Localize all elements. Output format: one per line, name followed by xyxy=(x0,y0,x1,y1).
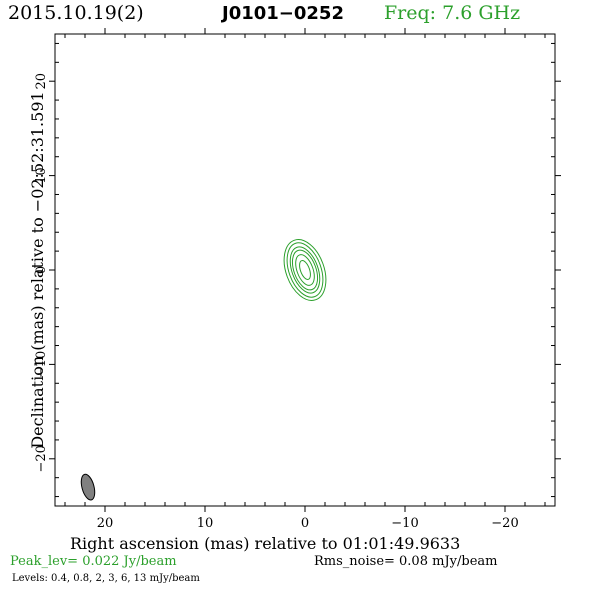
y-tick-label: 0 xyxy=(34,266,49,274)
y-tick-label: 20 xyxy=(34,73,49,90)
frequency-label: Freq: 7.6 GHz xyxy=(384,2,521,24)
rms-noise: Rms_noise= 0.08 mJy/beam xyxy=(314,554,498,569)
x-tick-label: 0 xyxy=(301,516,309,531)
beam-ellipse xyxy=(80,473,96,501)
source-name: J0101−0252 xyxy=(222,3,344,24)
x-tick-label: −20 xyxy=(491,516,518,531)
x-axis-label: Right ascension (mas) relative to 01:01:… xyxy=(70,534,461,553)
observation-date: 2015.10.19(2) xyxy=(8,2,144,24)
contour-line xyxy=(295,254,315,286)
x-tick-label: −10 xyxy=(391,516,418,531)
y-tick-label: 10 xyxy=(34,167,49,184)
x-tick-label: 10 xyxy=(197,516,214,531)
x-tick-label: 20 xyxy=(97,516,114,531)
y-axis-label: Declination (mas) relative to −02:52:31.… xyxy=(28,91,47,448)
contour-levels: Levels: 0.4, 0.8, 2, 3, 6, 13 mJy/beam xyxy=(12,573,200,584)
y-tick-label: −10 xyxy=(34,351,49,378)
y-tick-label: −20 xyxy=(34,445,49,472)
contour-line xyxy=(286,242,324,298)
contour-line xyxy=(299,260,311,280)
contour-line xyxy=(283,239,327,301)
plot-frame xyxy=(54,33,556,507)
contour-line xyxy=(289,246,321,294)
peak-level: Peak_lev= 0.022 Jy/beam xyxy=(10,554,177,569)
contour-line xyxy=(291,249,319,291)
